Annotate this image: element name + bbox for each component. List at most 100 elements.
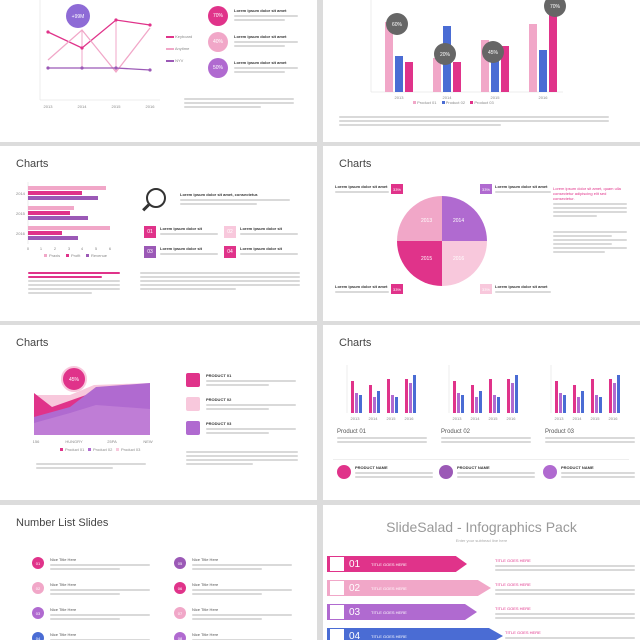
svg-text:2013: 2013	[421, 218, 432, 224]
svg-text:HUNGRY: HUNGRY	[65, 439, 83, 444]
horizontal-bar-chart: 2014 2015 2016 0 1 2 3 4 5 6 Praxis Prof…	[16, 182, 112, 258]
svg-text:Revenue: Revenue	[91, 253, 108, 258]
svg-text:2014: 2014	[369, 416, 379, 421]
bar-chart-2: 2013 2014 2015 2016	[448, 365, 518, 421]
body-text	[28, 270, 120, 296]
svg-text:2013: 2013	[555, 416, 565, 421]
svg-text:2014: 2014	[16, 191, 26, 196]
svg-text:2: 2	[54, 246, 57, 251]
value-bubble	[66, 4, 90, 28]
legend: Product 01 Product 02 Product 03	[413, 100, 494, 105]
slide-title: Charts	[16, 158, 49, 170]
bar-chart-group: 2013 2014 2015 2016 2013 2014 2015 2016 …	[346, 365, 620, 421]
diamond-icon	[329, 628, 345, 640]
series-line-2	[47, 27, 151, 74]
svg-text:2016: 2016	[16, 231, 26, 236]
svg-text:2015: 2015	[491, 95, 501, 100]
svg-text:20%: 20%	[440, 52, 451, 58]
svg-text:60%: 60%	[392, 22, 403, 28]
slide-infographics-pack[interactable]: SlideSalad - Infographics Pack Enter you…	[323, 505, 640, 640]
svg-text:70%: 70%	[550, 4, 561, 10]
svg-text:Profit: Profit	[71, 253, 81, 258]
svg-text:2013: 2013	[395, 95, 405, 100]
slide-title: Charts	[16, 337, 49, 349]
slide-bar-chart[interactable]: 60% 20% 45% 70% 2013 2014 2015 2016 Prod…	[323, 0, 640, 142]
area-chart: 45% 156 HUNGRY 25PA NEW Product 01 Produ…	[33, 366, 153, 452]
svg-text:0: 0	[27, 246, 30, 251]
svg-text:2015: 2015	[112, 104, 122, 109]
bar-chart: 60% 20% 45% 70% 2013 2014 2015 2016	[370, 0, 566, 100]
svg-text:3: 3	[68, 246, 71, 251]
series-line-3	[48, 67, 151, 71]
pack-title: SlideSalad - Infographics Pack	[386, 519, 577, 535]
bubble-label: +99M	[72, 14, 85, 20]
svg-text:2016: 2016	[405, 416, 415, 421]
svg-text:2016: 2016	[453, 256, 464, 262]
pie-slice-2015	[397, 241, 442, 286]
svg-text:2015: 2015	[489, 416, 499, 421]
body-text	[184, 96, 294, 110]
svg-text:Product 01: Product 01	[65, 447, 85, 452]
svg-text:Product 03: Product 03	[121, 447, 141, 452]
svg-text:2016: 2016	[146, 104, 156, 109]
gear-icon	[329, 604, 345, 620]
pack-subtitle: Enter your subhead line here	[455, 538, 508, 543]
line-chart: +99M 2013 2014 2015 2016	[39, 0, 160, 109]
percent-circle-1: 70%	[208, 6, 228, 26]
search-icon	[146, 188, 166, 208]
svg-text:156: 156	[33, 439, 40, 444]
slide-line-chart[interactable]: +99M 2013 2014 2015 2016 Keyboard Anytim…	[0, 0, 317, 142]
slide-charts-area[interactable]: Charts 45% 156 HUNGRY 25PA NEW Product 0…	[0, 325, 317, 500]
slide-charts-multi-bar[interactable]: Charts 2013 2014 2015 2016 2013 2014 201…	[323, 325, 640, 500]
svg-text:2015: 2015	[591, 416, 601, 421]
svg-text:2013: 2013	[453, 416, 463, 421]
svg-text:2013: 2013	[351, 416, 361, 421]
svg-text:2016: 2016	[507, 416, 517, 421]
svg-text:NEW: NEW	[143, 439, 153, 444]
svg-text:Praxis: Praxis	[49, 253, 60, 258]
percent-circle-2: 40%	[208, 32, 228, 52]
legend: Keyboard Anytime NYV	[166, 34, 192, 63]
svg-text:45%: 45%	[69, 377, 80, 383]
svg-text:5: 5	[95, 246, 98, 251]
svg-text:1: 1	[40, 246, 43, 251]
slide-title: Charts	[339, 337, 372, 349]
slide-title: Charts	[339, 158, 372, 170]
svg-text:2015: 2015	[421, 256, 432, 262]
svg-text:2016: 2016	[609, 416, 619, 421]
side-heading: Lorem ipsum dolor sit amet, quam ulla co…	[553, 186, 621, 201]
svg-text:2015: 2015	[387, 416, 397, 421]
svg-text:2013: 2013	[44, 104, 54, 109]
pie-slice-2013	[397, 196, 442, 241]
body-text	[36, 461, 146, 471]
bars-2013	[385, 22, 413, 92]
shield-icon	[329, 580, 345, 596]
pie-chart: 2013 2014 2015 2016	[397, 196, 487, 286]
svg-text:25PA: 25PA	[107, 439, 117, 444]
series-line-1	[47, 19, 151, 49]
svg-text:2016: 2016	[539, 95, 549, 100]
section-heading: Lorem ipsum dolor sit amet, consectetur.	[180, 192, 259, 197]
svg-text:4: 4	[81, 246, 84, 251]
slide-number-list[interactable]: Number List Slides 01 02 03 04 05 06 07 …	[0, 505, 317, 640]
body-text	[339, 114, 609, 128]
bars-2016	[529, 14, 557, 92]
value-bubble	[61, 366, 87, 392]
svg-text:6: 6	[109, 246, 112, 251]
bars-2015	[481, 40, 509, 92]
bar-chart-3: 2013 2014 2015 2016	[550, 365, 620, 421]
svg-text:2014: 2014	[78, 104, 88, 109]
svg-text:45%: 45%	[488, 50, 499, 56]
slide-title: Number List Slides	[16, 517, 109, 529]
lock-icon	[329, 556, 345, 572]
slide-charts-pie[interactable]: Charts 2013 2014 2015 2016 33% 33% 33% 3…	[323, 146, 640, 321]
pie-slice-2014	[442, 196, 487, 241]
pie-slice-2016	[442, 241, 487, 286]
svg-text:2014: 2014	[453, 218, 464, 224]
slide-charts-hbar[interactable]: Charts 2014 2015 2016 0 1 2 3 4 5 6 Prax…	[0, 146, 317, 321]
percent-circle-3: 50%	[208, 58, 228, 78]
svg-text:2014: 2014	[443, 95, 453, 100]
body-text-2	[140, 270, 300, 292]
svg-text:2014: 2014	[471, 416, 481, 421]
svg-text:2015: 2015	[16, 211, 26, 216]
